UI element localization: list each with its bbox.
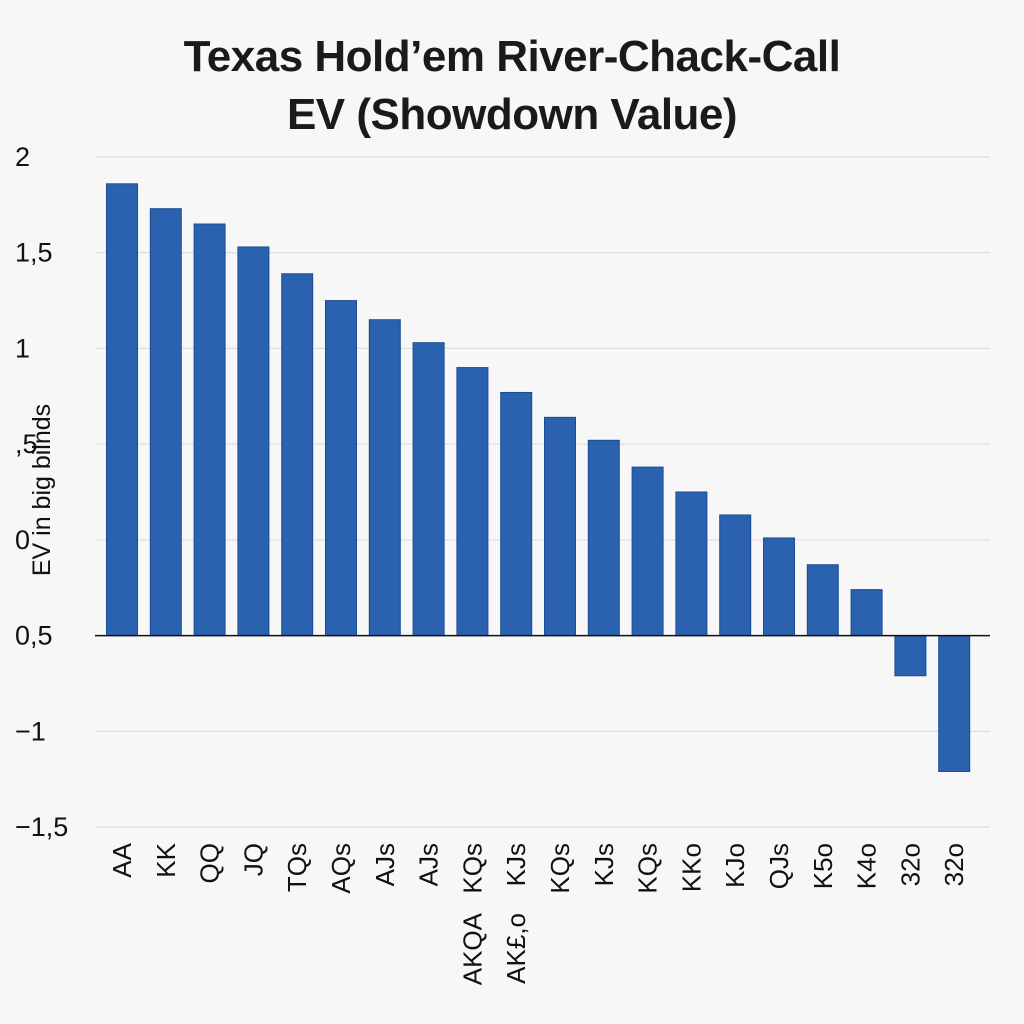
bar <box>456 367 489 637</box>
x-tick-label: KQs <box>545 843 575 894</box>
bar <box>325 300 357 637</box>
x-tick-label: AKQA <box>457 912 487 985</box>
x-tick-label: KJo <box>720 843 750 888</box>
x-tick-label: KQs <box>633 843 663 894</box>
x-tick-label: KQs <box>457 843 487 894</box>
x-tick-label: KJs <box>589 843 619 886</box>
y-tick-label: −1,5 <box>15 812 68 842</box>
x-tick-label: KJs <box>501 843 531 886</box>
x-tick-label: 32o <box>895 843 925 886</box>
bar <box>850 589 883 637</box>
x-tick-label: 32o <box>939 843 969 886</box>
bar <box>500 391 533 637</box>
bar <box>412 342 445 637</box>
y-tick-label: ,5 <box>15 429 38 459</box>
bar <box>237 246 270 637</box>
x-tick-label: AA <box>107 842 137 877</box>
bar <box>631 466 664 637</box>
bar <box>544 416 576 637</box>
x-tick-label: AK£,o <box>501 913 531 984</box>
y-tick-label: 1,5 <box>15 238 53 268</box>
x-tick-label: K5o <box>808 843 838 889</box>
y-tick-label: 0 <box>15 525 30 555</box>
bar <box>368 319 401 637</box>
bar <box>938 635 971 772</box>
bar <box>587 439 620 637</box>
x-tick-label: QQ <box>195 843 225 883</box>
bar <box>763 537 795 637</box>
x-tick-label: KKo <box>676 843 706 892</box>
x-tick-label: JQ <box>238 843 268 876</box>
chart-title-line-1: Texas Hold’em River-Chack-Call <box>183 32 841 81</box>
bar <box>193 223 226 637</box>
x-tick-label: AQs <box>326 843 356 894</box>
chart-title-line-2: EV (Showdown Value) <box>286 90 738 139</box>
y-tick-label: 2 <box>15 142 30 172</box>
x-tick-label: K4o <box>852 843 882 889</box>
y-tick-label: 1 <box>15 333 30 363</box>
bar <box>806 564 839 637</box>
bar <box>281 273 314 637</box>
bar <box>149 208 182 637</box>
x-tick-label: TQs <box>282 843 312 892</box>
x-tick-label: AJs <box>370 843 400 886</box>
y-tick-label: −1 <box>15 716 46 746</box>
y-axis-label: EV in big bilnds <box>28 404 56 576</box>
bar <box>675 491 708 637</box>
x-tick-label: QJs <box>764 843 794 889</box>
bar <box>894 635 927 677</box>
x-tick-label: AJs <box>414 843 444 886</box>
bar <box>719 514 752 637</box>
x-tick-label: KK <box>151 842 181 877</box>
bar <box>106 183 138 637</box>
y-tick-label: 0,5 <box>15 621 53 651</box>
